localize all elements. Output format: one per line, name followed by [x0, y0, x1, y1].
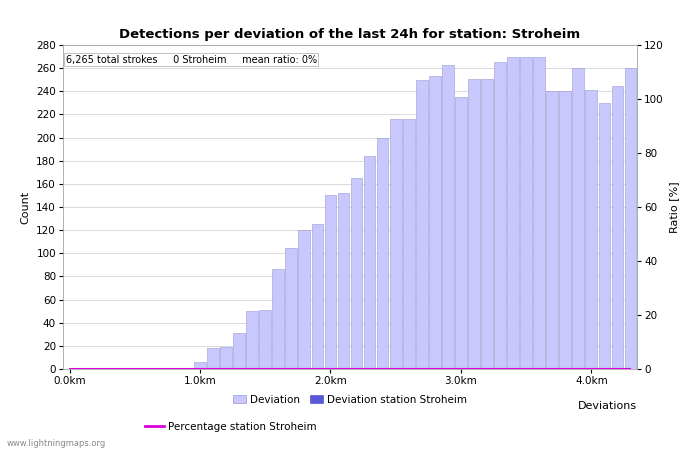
Percentage station Stroheim [391, 366, 400, 372]
Percentage station Stroheim [65, 366, 74, 372]
Percentage station Stroheim [209, 366, 217, 372]
Bar [402, 119, 414, 369]
Percentage station Stroheim [470, 366, 478, 372]
Bar [233, 333, 245, 369]
Legend: Percentage station Stroheim: Percentage station Stroheim [141, 418, 321, 436]
Percentage station Stroheim [340, 366, 348, 372]
Percentage station Stroheim [196, 366, 204, 372]
Bar [337, 193, 349, 369]
Bar [598, 103, 610, 369]
Bar [429, 76, 441, 369]
Bar [559, 91, 571, 369]
Percentage station Stroheim [287, 366, 295, 372]
Percentage station Stroheim [274, 366, 283, 372]
Percentage station Stroheim [183, 366, 191, 372]
Percentage station Stroheim [326, 366, 335, 372]
Percentage station Stroheim [483, 366, 491, 372]
Bar [377, 138, 389, 369]
Bar [481, 79, 493, 369]
Percentage station Stroheim [509, 366, 517, 372]
Percentage station Stroheim [613, 366, 622, 372]
Bar [194, 362, 206, 369]
Bar [508, 57, 519, 369]
Percentage station Stroheim [444, 366, 452, 372]
Percentage station Stroheim [626, 366, 635, 372]
Percentage station Stroheim [261, 366, 270, 372]
Bar [351, 178, 363, 369]
Percentage station Stroheim [456, 366, 465, 372]
Percentage station Stroheim [92, 366, 100, 372]
Percentage station Stroheim [222, 366, 230, 372]
Bar [298, 230, 310, 369]
Bar [220, 347, 232, 369]
Percentage station Stroheim [169, 366, 178, 372]
Bar [390, 119, 402, 369]
Bar [416, 80, 428, 369]
Bar [494, 63, 506, 369]
Legend: Deviation, Deviation station Stroheim: Deviation, Deviation station Stroheim [229, 391, 471, 409]
Text: www.lightningmaps.org: www.lightningmaps.org [7, 439, 106, 448]
Bar [364, 156, 375, 369]
Bar [520, 57, 532, 369]
Y-axis label: Count: Count [21, 190, 31, 224]
Percentage station Stroheim [365, 366, 374, 372]
Percentage station Stroheim [118, 366, 126, 372]
Bar [585, 90, 597, 369]
Y-axis label: Ratio [%]: Ratio [%] [669, 181, 679, 233]
Percentage station Stroheim [352, 366, 361, 372]
Percentage station Stroheim [248, 366, 256, 372]
Percentage station Stroheim [130, 366, 139, 372]
Bar [573, 68, 584, 369]
Percentage station Stroheim [430, 366, 439, 372]
Percentage station Stroheim [379, 366, 387, 372]
Percentage station Stroheim [574, 366, 582, 372]
Bar [455, 97, 467, 369]
Title: Detections per deviation of the last 24h for station: Stroheim: Detections per deviation of the last 24h… [120, 28, 580, 41]
Bar [533, 57, 545, 369]
Bar [246, 311, 258, 369]
Percentage station Stroheim [78, 366, 87, 372]
Percentage station Stroheim [157, 366, 165, 372]
Percentage station Stroheim [235, 366, 244, 372]
Bar [272, 270, 284, 369]
Percentage station Stroheim [522, 366, 531, 372]
Bar [207, 348, 219, 369]
Text: 6,265 total strokes     0 Stroheim     mean ratio: 0%: 6,265 total strokes 0 Stroheim mean rati… [66, 55, 317, 65]
Percentage station Stroheim [405, 366, 413, 372]
Bar [286, 248, 298, 369]
Percentage station Stroheim [496, 366, 504, 372]
Percentage station Stroheim [144, 366, 152, 372]
Bar [624, 68, 636, 369]
Percentage station Stroheim [535, 366, 543, 372]
Bar [325, 195, 336, 369]
Bar [442, 65, 454, 369]
Percentage station Stroheim [587, 366, 596, 372]
Text: Deviations: Deviations [578, 401, 637, 411]
Bar [468, 79, 480, 369]
Percentage station Stroheim [313, 366, 321, 372]
Percentage station Stroheim [300, 366, 309, 372]
Bar [259, 310, 271, 369]
Bar [546, 91, 558, 369]
Percentage station Stroheim [104, 366, 113, 372]
Percentage station Stroheim [548, 366, 556, 372]
Percentage station Stroheim [600, 366, 608, 372]
Bar [312, 225, 323, 369]
Bar [612, 86, 623, 369]
Percentage station Stroheim [561, 366, 570, 372]
Percentage station Stroheim [417, 366, 426, 372]
